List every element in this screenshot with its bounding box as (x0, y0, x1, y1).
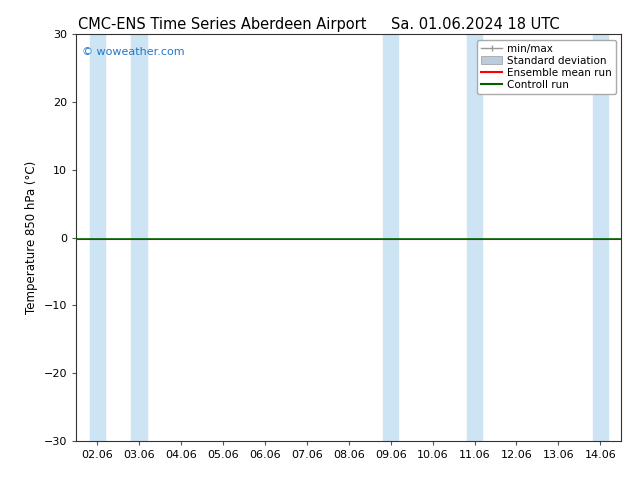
Bar (89, 34, 105, 441)
Text: © woweather.com: © woweather.com (82, 47, 184, 56)
Text: Sa. 01.06.2024 18 UTC: Sa. 01.06.2024 18 UTC (391, 17, 560, 32)
Text: CMC-ENS Time Series Aberdeen Airport: CMC-ENS Time Series Aberdeen Airport (77, 17, 366, 32)
Bar (383, 34, 398, 441)
Y-axis label: Temperature 850 hPa (°C): Temperature 850 hPa (°C) (25, 161, 38, 314)
Bar (467, 34, 482, 441)
Bar (593, 34, 608, 441)
Bar (131, 34, 146, 441)
Legend: min/max, Standard deviation, Ensemble mean run, Controll run: min/max, Standard deviation, Ensemble me… (477, 40, 616, 94)
